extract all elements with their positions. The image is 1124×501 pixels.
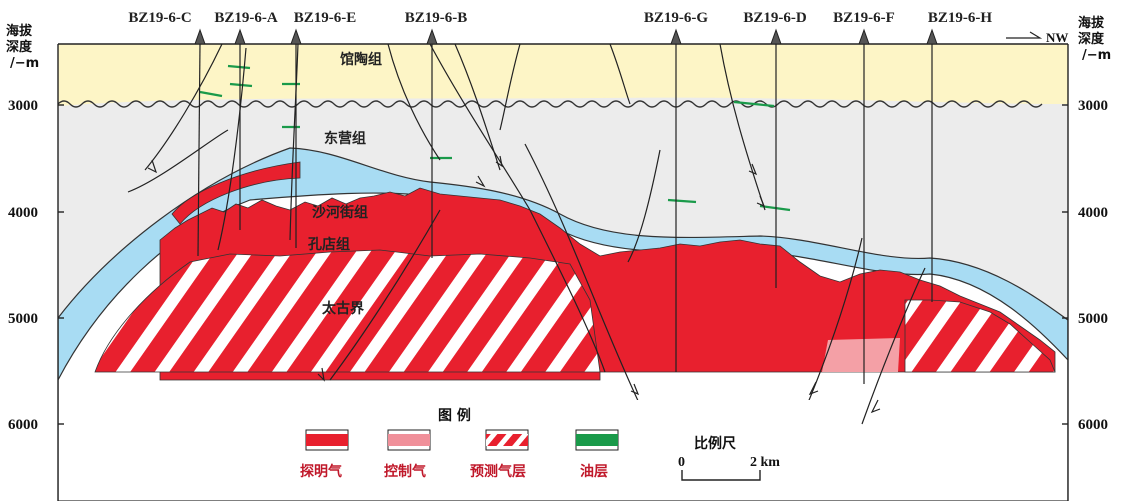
well-symbols	[194, 28, 938, 45]
legend-swatch-predicted-gas	[485, 429, 529, 451]
direction-label: NW	[1046, 30, 1068, 45]
well-label-d: BZ19-6-D	[743, 10, 807, 26]
well-label-f: BZ19-6-F	[833, 10, 895, 26]
legend-swatch-controlled-gas	[387, 429, 431, 451]
section-body	[58, 44, 1068, 501]
formation-label-kongdian: 孔店组	[308, 236, 350, 253]
scale-end: 2 km	[750, 455, 780, 470]
formation-label-shahejie: 沙河街组	[312, 204, 368, 221]
left-axis-title-2: 深度	[6, 39, 33, 55]
legend-label-predicted-gas: 预测气层	[470, 463, 526, 480]
fault-arrows	[147, 155, 881, 414]
left-tick-4000: 4000	[8, 205, 38, 221]
proven-gas-wedge	[171, 161, 301, 225]
legend-label-controlled-gas: 控制气	[384, 463, 426, 480]
well-label-c: BZ19-6-C	[128, 10, 191, 26]
oil-layers	[199, 64, 791, 212]
scale-bar	[681, 470, 761, 481]
left-axis-title-1: 海拔	[6, 23, 33, 39]
scale-start: 0	[678, 455, 685, 470]
right-axis-title-2: 深度	[1078, 31, 1105, 47]
controlled-gas-body	[822, 338, 900, 372]
legend-label-oil: 油层	[580, 463, 608, 480]
legend-backdrop	[290, 400, 810, 500]
axis-ticks	[58, 104, 1068, 425]
legend-swatch-oil	[575, 429, 619, 451]
left-axis-title-3: /−m	[10, 56, 39, 71]
well-label-b: BZ19-6-B	[405, 10, 468, 26]
faults	[127, 44, 926, 425]
right-axis-title-3: /−m	[1082, 48, 1111, 63]
right-tick-6000: 6000	[1078, 417, 1108, 433]
well-label-e: BZ19-6-E	[294, 10, 357, 26]
left-tick-3000: 3000	[8, 98, 38, 114]
well-label-h: BZ19-6-H	[928, 10, 993, 26]
direction-arrow-icon	[1006, 31, 1043, 39]
left-tick-6000: 6000	[8, 417, 38, 433]
formation-label-taigu: 太古界	[322, 300, 365, 317]
left-tick-5000: 5000	[8, 311, 38, 327]
unconformity-line	[58, 100, 1043, 108]
well-label-g: BZ19-6-G	[644, 10, 709, 26]
formation-label-guantao: 馆陶组	[340, 51, 382, 68]
predicted-gas-right	[904, 299, 1056, 373]
legend-label-proven-gas: 探明气	[300, 463, 342, 480]
right-axis-title-1: 海拔	[1078, 15, 1105, 31]
well-bores	[197, 43, 933, 384]
right-tick-3000: 3000	[1078, 98, 1108, 114]
scale-title: 比例尺	[694, 435, 736, 452]
legend-title: 图 例	[438, 407, 471, 424]
right-tick-5000: 5000	[1078, 311, 1108, 327]
well-label-a: BZ19-6-A	[214, 10, 278, 26]
predicted-gas-left	[94, 249, 601, 373]
legend-swatch-proven-gas	[305, 429, 349, 451]
formation-label-dongying: 东营组	[324, 130, 366, 147]
right-tick-4000: 4000	[1078, 205, 1108, 221]
